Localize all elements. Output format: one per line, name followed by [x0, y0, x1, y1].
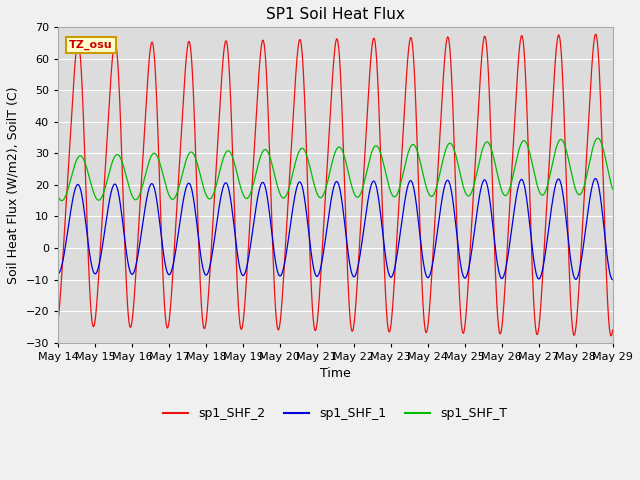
sp1_SHF_2 [494, 315, 502, 321]
sp1_SHF_2 [607, 333, 615, 339]
Legend: sp1_SHF_2, sp1_SHF_1, sp1_SHF_T: sp1_SHF_2, sp1_SHF_1, sp1_SHF_T [159, 402, 512, 425]
sp1_SHF_T [240, 193, 248, 199]
sp1_SHF_2 [239, 317, 247, 323]
sp1_SHF_T [54, 193, 62, 199]
sp1_SHF_T [164, 191, 172, 196]
sp1_SHF_T [178, 173, 186, 179]
sp1_SHF_1 [591, 176, 599, 181]
Text: TZ_osu: TZ_osu [69, 40, 113, 50]
Line: sp1_SHF_1: sp1_SHF_1 [58, 179, 612, 280]
sp1_SHF_T [609, 186, 616, 192]
sp1_SHF_1 [54, 271, 62, 276]
Line: sp1_SHF_2: sp1_SHF_2 [58, 34, 612, 336]
sp1_SHF_1 [164, 271, 172, 276]
sp1_SHF_2 [543, 203, 550, 208]
sp1_SHF_2 [54, 318, 62, 324]
Y-axis label: Soil Heat Flux (W/m2), SoilT (C): Soil Heat Flux (W/m2), SoilT (C) [7, 86, 20, 284]
sp1_SHF_2 [609, 327, 616, 333]
sp1_SHF_2 [177, 130, 185, 135]
sp1_SHF_1 [494, 263, 502, 269]
Line: sp1_SHF_T: sp1_SHF_T [58, 138, 612, 201]
sp1_SHF_T [58, 198, 66, 204]
sp1_SHF_T [543, 184, 551, 190]
Title: SP1 Soil Heat Flux: SP1 Soil Heat Flux [266, 7, 404, 22]
sp1_SHF_1 [609, 277, 616, 283]
sp1_SHF_2 [592, 31, 600, 37]
sp1_SHF_2 [422, 327, 429, 333]
sp1_SHF_1 [239, 273, 247, 278]
sp1_SHF_1 [422, 270, 429, 276]
sp1_SHF_1 [177, 210, 185, 216]
sp1_SHF_T [422, 182, 429, 188]
sp1_SHF_T [594, 135, 602, 141]
X-axis label: Time: Time [320, 367, 351, 380]
sp1_SHF_2 [164, 324, 172, 330]
sp1_SHF_T [494, 175, 502, 180]
sp1_SHF_1 [543, 241, 550, 247]
